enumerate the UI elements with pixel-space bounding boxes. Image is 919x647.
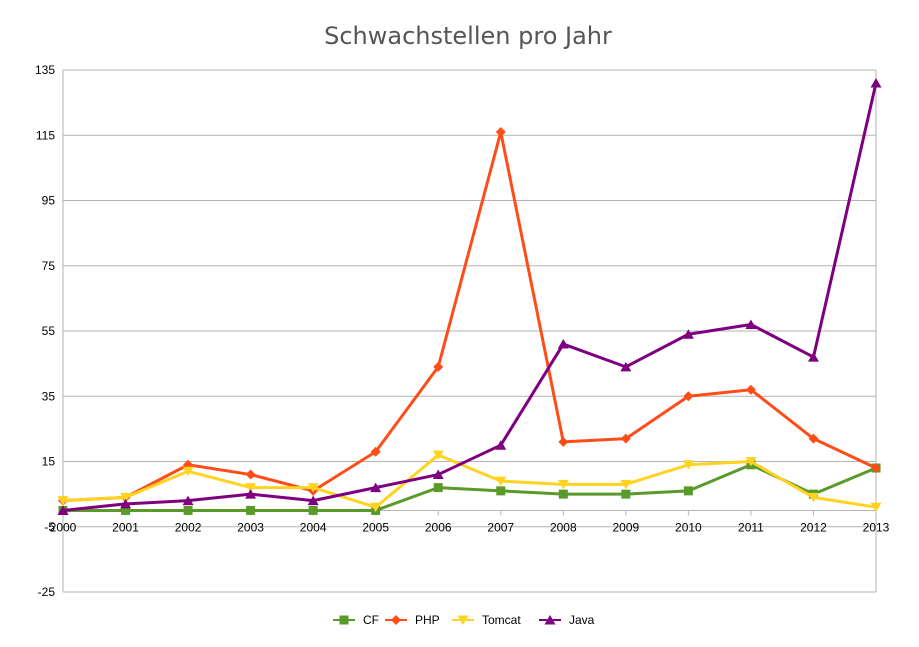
data-point-tomcat bbox=[870, 502, 882, 513]
legend-label-cf: CF bbox=[363, 613, 379, 627]
data-point-java bbox=[620, 361, 632, 372]
data-point-php bbox=[558, 436, 569, 447]
legend-label-tomcat: Tomcat bbox=[482, 613, 521, 627]
data-point-tomcat bbox=[557, 479, 569, 490]
data-point-tomcat bbox=[807, 492, 819, 503]
data-point-cf bbox=[558, 489, 568, 499]
data-point-tomcat bbox=[370, 502, 382, 513]
data-point-tomcat bbox=[745, 457, 757, 467]
series-line-cf bbox=[63, 463, 877, 512]
data-point-java bbox=[495, 440, 507, 450]
data-point-php bbox=[370, 446, 381, 457]
data-point-java bbox=[57, 505, 69, 515]
y-tick-label: -5 bbox=[44, 520, 55, 534]
data-point-php bbox=[745, 384, 756, 395]
data-point-php bbox=[495, 126, 506, 137]
data-point-java bbox=[807, 352, 819, 362]
x-tick-label: 2005 bbox=[362, 520, 389, 534]
legend-item-tomcat: Tomcat bbox=[452, 613, 521, 627]
data-point-java bbox=[745, 319, 757, 329]
series-line-java bbox=[62, 82, 878, 512]
x-tick-label: 2009 bbox=[612, 520, 639, 534]
y-tick-label: 55 bbox=[42, 324, 56, 338]
x-tick-label: 2006 bbox=[425, 520, 452, 534]
data-point-java bbox=[370, 482, 382, 493]
data-point-php bbox=[683, 391, 694, 402]
data-point-cf bbox=[308, 505, 318, 515]
data-point-php bbox=[808, 433, 819, 444]
x-tick-label: 2001 bbox=[112, 520, 139, 534]
x-tick-label: 2002 bbox=[175, 520, 202, 534]
data-point-cf bbox=[121, 505, 131, 515]
legend-item-cf: CF bbox=[333, 613, 379, 627]
data-point-java bbox=[182, 495, 194, 506]
series-line-php bbox=[62, 130, 877, 503]
y-tick-label: 95 bbox=[42, 194, 56, 208]
data-point-cf bbox=[621, 489, 631, 499]
data-point-cf bbox=[683, 486, 693, 496]
y-tick-label: 75 bbox=[42, 259, 56, 273]
data-point-php bbox=[245, 469, 256, 480]
data-point-cf bbox=[183, 505, 193, 515]
series-php bbox=[58, 126, 881, 506]
x-tick-label: 2004 bbox=[300, 520, 327, 534]
data-point-java bbox=[432, 469, 444, 480]
data-point-tomcat bbox=[307, 483, 319, 493]
data-point-tomcat bbox=[682, 460, 694, 470]
data-point-php bbox=[433, 361, 444, 372]
data-point-java bbox=[870, 78, 882, 88]
legend-item-java: Java bbox=[539, 613, 595, 627]
series-group bbox=[57, 78, 882, 515]
data-point-cf bbox=[246, 505, 256, 515]
y-tick-label: 15 bbox=[42, 455, 56, 469]
data-point-tomcat bbox=[432, 450, 444, 460]
data-point-tomcat bbox=[620, 479, 632, 490]
legend: CF PHP Tomcat Java bbox=[333, 613, 595, 627]
data-point-tomcat bbox=[182, 466, 194, 477]
data-point-tomcat bbox=[120, 492, 132, 503]
legend-marker-php bbox=[391, 615, 401, 625]
legend-item-php: PHP bbox=[385, 613, 440, 627]
data-point-java bbox=[682, 329, 694, 339]
legend-marker-java bbox=[544, 615, 556, 625]
data-point-tomcat bbox=[245, 483, 257, 493]
y-tick-label: 135 bbox=[35, 63, 55, 77]
x-tick-label: 2008 bbox=[550, 520, 577, 534]
x-tick-label: 2012 bbox=[800, 520, 827, 534]
x-tick-label: 2007 bbox=[487, 520, 514, 534]
data-point-tomcat bbox=[57, 496, 69, 506]
x-tick-label: 2003 bbox=[237, 520, 264, 534]
series-tomcat bbox=[57, 450, 882, 513]
legend-label-php: PHP bbox=[415, 613, 440, 627]
data-point-java bbox=[557, 339, 569, 349]
x-tick-label: 2011 bbox=[738, 520, 764, 534]
data-point-php bbox=[620, 433, 631, 444]
legend-marker-tomcat bbox=[457, 615, 469, 625]
y-tick-label: 35 bbox=[42, 389, 56, 403]
chart-title: Schwachstellen pro Jahr bbox=[324, 22, 612, 50]
data-point-java bbox=[307, 495, 319, 506]
x-tick-label: 2010 bbox=[675, 520, 702, 534]
series-java bbox=[57, 78, 882, 515]
data-point-tomcat bbox=[495, 476, 507, 487]
legend-marker-cf bbox=[339, 615, 349, 625]
x-tick-label: 2013 bbox=[863, 520, 890, 534]
y-tick-label: 115 bbox=[36, 128, 55, 142]
data-point-cf bbox=[496, 486, 506, 496]
series-line-tomcat bbox=[62, 453, 877, 509]
x-tick-label: 2000 bbox=[50, 520, 77, 534]
legend-label-java: Java bbox=[569, 613, 595, 627]
grid bbox=[63, 69, 876, 593]
data-point-cf bbox=[433, 483, 443, 493]
data-point-php bbox=[871, 463, 881, 474]
y-tick-label: -25 bbox=[38, 585, 56, 599]
data-point-java bbox=[245, 489, 257, 499]
data-point-java bbox=[120, 498, 132, 509]
